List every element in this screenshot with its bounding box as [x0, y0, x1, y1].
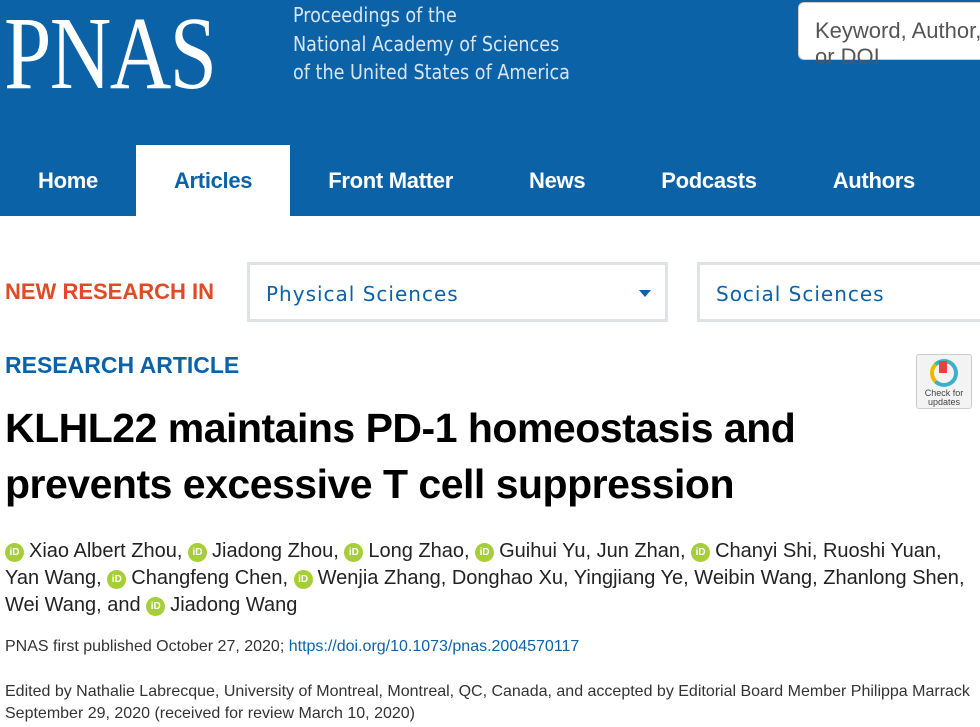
- author-name[interactable]: Long Zhao: [368, 540, 464, 562]
- nav-news[interactable]: News: [528, 168, 586, 193]
- editor-note: Edited by Nathalie Labrecque, University…: [5, 683, 970, 722]
- nav-articles[interactable]: Articles: [135, 145, 291, 216]
- orcid-icon[interactable]: iD: [107, 570, 127, 589]
- nav-podcasts[interactable]: Podcasts: [661, 168, 757, 193]
- author-name[interactable]: Yan Wang: [5, 567, 97, 589]
- main-nav: Home Articles Front Matter News Podcasts Auth…: [0, 145, 953, 216]
- tagline-line: National Academy of Sciences: [293, 31, 560, 56]
- publication-info: PNAS first published October 27, 2020; h…: [5, 638, 579, 656]
- check-updates-label: Check for updates: [924, 388, 964, 407]
- author-name[interactable]: Yingjiang Ye: [573, 567, 684, 589]
- orcid-icon[interactable]: iD: [293, 570, 313, 589]
- nav-home[interactable]: Home: [38, 168, 98, 193]
- author-name[interactable]: Guihui Yu: [499, 540, 586, 562]
- author-list: iD Xiao Albert Zhou, iD Jiadong Zhou, iD Lo…: [5, 540, 965, 616]
- select-value: Physical Sciences: [266, 282, 459, 306]
- article-type: RESEARCH ARTICLE: [5, 352, 240, 378]
- pnas-logo[interactable]: PNAS: [4, 0, 217, 111]
- author-name[interactable]: Chanyi Shi: [715, 540, 812, 562]
- tagline-line: of the United States of America: [293, 60, 570, 84]
- tagline-line: Proceedings of the: [293, 3, 457, 27]
- author-name[interactable]: Wenjia Zhang: [317, 567, 441, 589]
- doi-link[interactable]: https://doi.org/10.1073/pnas.2004570117: [288, 638, 580, 655]
- site-header: PNAS Proceedings of the National Academy…: [0, 0, 980, 216]
- orcid-icon[interactable]: iD: [344, 543, 364, 562]
- crossmark-icon: [930, 359, 958, 387]
- article-title: KLHL22 maintains PD-1 homeostasis and pr…: [5, 405, 796, 507]
- author-name[interactable]: Wei Wang: [5, 594, 97, 616]
- check-for-updates-button[interactable]: Check for updates: [916, 354, 972, 409]
- author-name[interactable]: Jiadong Wang: [170, 594, 298, 616]
- author-name[interactable]: Jun Zhan: [596, 540, 680, 562]
- tagline: Proceedings of the National Academy of S…: [293, 1, 570, 87]
- orcid-icon[interactable]: iD: [146, 597, 166, 616]
- social-sciences-select[interactable]: Social Sciences: [697, 262, 980, 322]
- search-input[interactable]: Keyword, Author, or DOI: [798, 2, 980, 69]
- select-value: Social Sciences: [716, 282, 885, 306]
- chevron-down-icon: [639, 290, 651, 297]
- orcid-icon[interactable]: iD: [691, 543, 711, 562]
- author-name[interactable]: Changfeng Chen: [131, 567, 283, 589]
- physical-sciences-select[interactable]: Physical Sciences: [247, 262, 668, 322]
- orcid-icon[interactable]: iD: [188, 543, 207, 562]
- author-name[interactable]: Weibin Wang: [694, 567, 813, 589]
- orcid-icon[interactable]: iD: [5, 543, 24, 562]
- author-name[interactable]: Donghao Xu: [451, 567, 564, 589]
- new-research-label: NEW RESEARCH IN: [5, 279, 215, 304]
- author-name[interactable]: Jiadong Zhou: [212, 540, 334, 562]
- author-name[interactable]: Xiao Albert Zhou: [29, 540, 177, 562]
- author-name[interactable]: Ruoshi Yuan: [822, 540, 937, 562]
- nav-front-matter[interactable]: Front Matter: [328, 168, 453, 193]
- orcid-icon[interactable]: iD: [475, 543, 495, 562]
- author-name[interactable]: Zhanlong Shen: [823, 567, 959, 589]
- published-date: PNAS first published October 27, 2020;: [5, 638, 285, 655]
- nav-authors[interactable]: Authors: [832, 168, 916, 193]
